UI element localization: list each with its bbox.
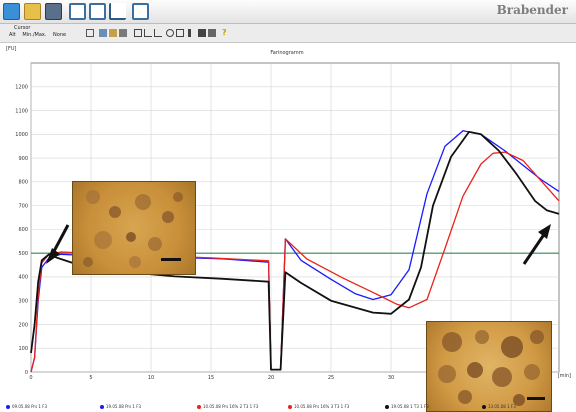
y-tick-label: 900 xyxy=(18,156,28,162)
legend-swatch xyxy=(197,405,201,409)
y-tick-label: 300 xyxy=(18,298,28,304)
chart-icon[interactable] xyxy=(109,3,126,20)
y-tick-label: 100 xyxy=(18,346,28,352)
scale-bar-late xyxy=(527,397,545,400)
database-icon[interactable] xyxy=(45,3,62,20)
chart-title: Farinogramm xyxy=(270,50,303,56)
legend-item-2[interactable]: 19.05.08 Prs 1 F3 xyxy=(100,404,141,409)
zoom-icon[interactable] xyxy=(134,29,142,37)
legend-label: 10.05.08 Prs 16% 2 T3 1 F3 xyxy=(203,404,259,409)
legend-swatch xyxy=(288,405,292,409)
x-tick-label: 25 xyxy=(328,375,334,381)
cursor-option-none[interactable]: None xyxy=(53,32,67,38)
main-toolbar: Brabender xyxy=(0,0,576,24)
legend-label: 09.05.08 Prs 1 F3 xyxy=(12,404,48,409)
annotation-arrows xyxy=(46,224,551,265)
legend-item-3[interactable]: 10.05.08 Prs 16% 2 T3 1 F3 xyxy=(197,404,258,409)
y-tick-label: 800 xyxy=(18,180,28,186)
y-tick-label: 600 xyxy=(18,227,28,233)
grid-icon[interactable] xyxy=(132,3,149,20)
y-tick-label: 1200 xyxy=(15,85,28,91)
table-view-icon[interactable] xyxy=(69,3,86,20)
cursor-option-alt[interactable]: Alt xyxy=(9,32,16,38)
marker-icon[interactable] xyxy=(188,29,191,37)
y-tick-label: 1100 xyxy=(15,108,28,114)
arrow-right-head xyxy=(538,224,551,239)
x-tick-label: 30 xyxy=(388,375,394,381)
legend-label: 19.05.08 Prs 1 F3 xyxy=(106,404,142,409)
x-tick-label: 20 xyxy=(268,375,274,381)
arrow-left xyxy=(50,224,70,256)
legend-item-4[interactable]: 10.05.08 Prs 16% 3 T3 1 F3 xyxy=(288,404,349,409)
arrow-right xyxy=(522,232,547,265)
farinogram-chart-area: 0510152025303540010020030040050060070080… xyxy=(0,44,576,412)
legend-label: 10.05.08 Prs 16% 3 T3 1 F3 xyxy=(294,404,350,409)
y-tick-label: 200 xyxy=(18,322,28,328)
chart-legend: 09.05.08 Prs 1 F3 19.05.08 Prs 1 F3 10.0… xyxy=(0,403,576,412)
copy-icon[interactable] xyxy=(99,29,107,37)
x-tick-label: 15 xyxy=(208,375,214,381)
y-tick-label: 0 xyxy=(25,370,28,376)
brand-logo: Brabender xyxy=(496,3,568,17)
y-axis-label: [FU] xyxy=(6,46,16,52)
zoom-fit-icon[interactable] xyxy=(176,29,184,37)
help-icon[interactable]: ? xyxy=(222,28,227,37)
cursor-label: Cursor xyxy=(14,25,31,31)
split-view-icon[interactable] xyxy=(89,3,106,20)
cursor-options: Alt Min./Max. None xyxy=(9,32,71,38)
cut-icon[interactable] xyxy=(86,29,94,37)
micrograph-image-late xyxy=(426,321,552,412)
x-tick-label: 0 xyxy=(29,375,32,381)
legend-label: 13.05.08 1 F3 xyxy=(488,404,516,409)
legend-label: 19.05.08 1 T3 1 F3 xyxy=(391,404,429,409)
legend-swatch xyxy=(6,405,10,409)
x-tick-label: 5 xyxy=(89,375,92,381)
cursor-option-minmax[interactable]: Min./Max. xyxy=(22,32,47,38)
export-icon[interactable] xyxy=(198,29,206,37)
printer-icon[interactable] xyxy=(208,29,216,37)
y-tick-label: 400 xyxy=(18,275,28,281)
arrow-left-head xyxy=(46,248,60,264)
scale-bar-early xyxy=(161,258,181,261)
legend-item-5[interactable]: 19.05.08 1 T3 1 F3 xyxy=(385,404,429,409)
print-icon[interactable] xyxy=(119,29,127,37)
paste-icon[interactable] xyxy=(109,29,117,37)
y-tick-label: 700 xyxy=(18,203,28,209)
y-tick-label: 500 xyxy=(18,251,28,257)
legend-item-6[interactable]: 13.05.08 1 F3 xyxy=(482,404,516,409)
legend-swatch xyxy=(482,405,486,409)
y-tick-label: 1000 xyxy=(15,132,28,138)
x-tick-label: 10 xyxy=(148,375,154,381)
open-folder-icon[interactable] xyxy=(24,3,41,20)
zoom-in-icon[interactable] xyxy=(166,29,174,37)
new-file-icon[interactable] xyxy=(3,3,20,20)
axis-icon[interactable] xyxy=(144,29,152,37)
axis-alt-icon[interactable] xyxy=(154,29,162,37)
legend-swatch xyxy=(100,405,104,409)
chart-toolbar: Cursor Alt Min./Max. None ? xyxy=(0,24,576,43)
legend-swatch xyxy=(385,405,389,409)
micrograph-image-early xyxy=(72,181,196,275)
x-axis-label: [min] xyxy=(558,373,571,379)
legend-item-1[interactable]: 09.05.08 Prs 1 F3 xyxy=(6,404,47,409)
